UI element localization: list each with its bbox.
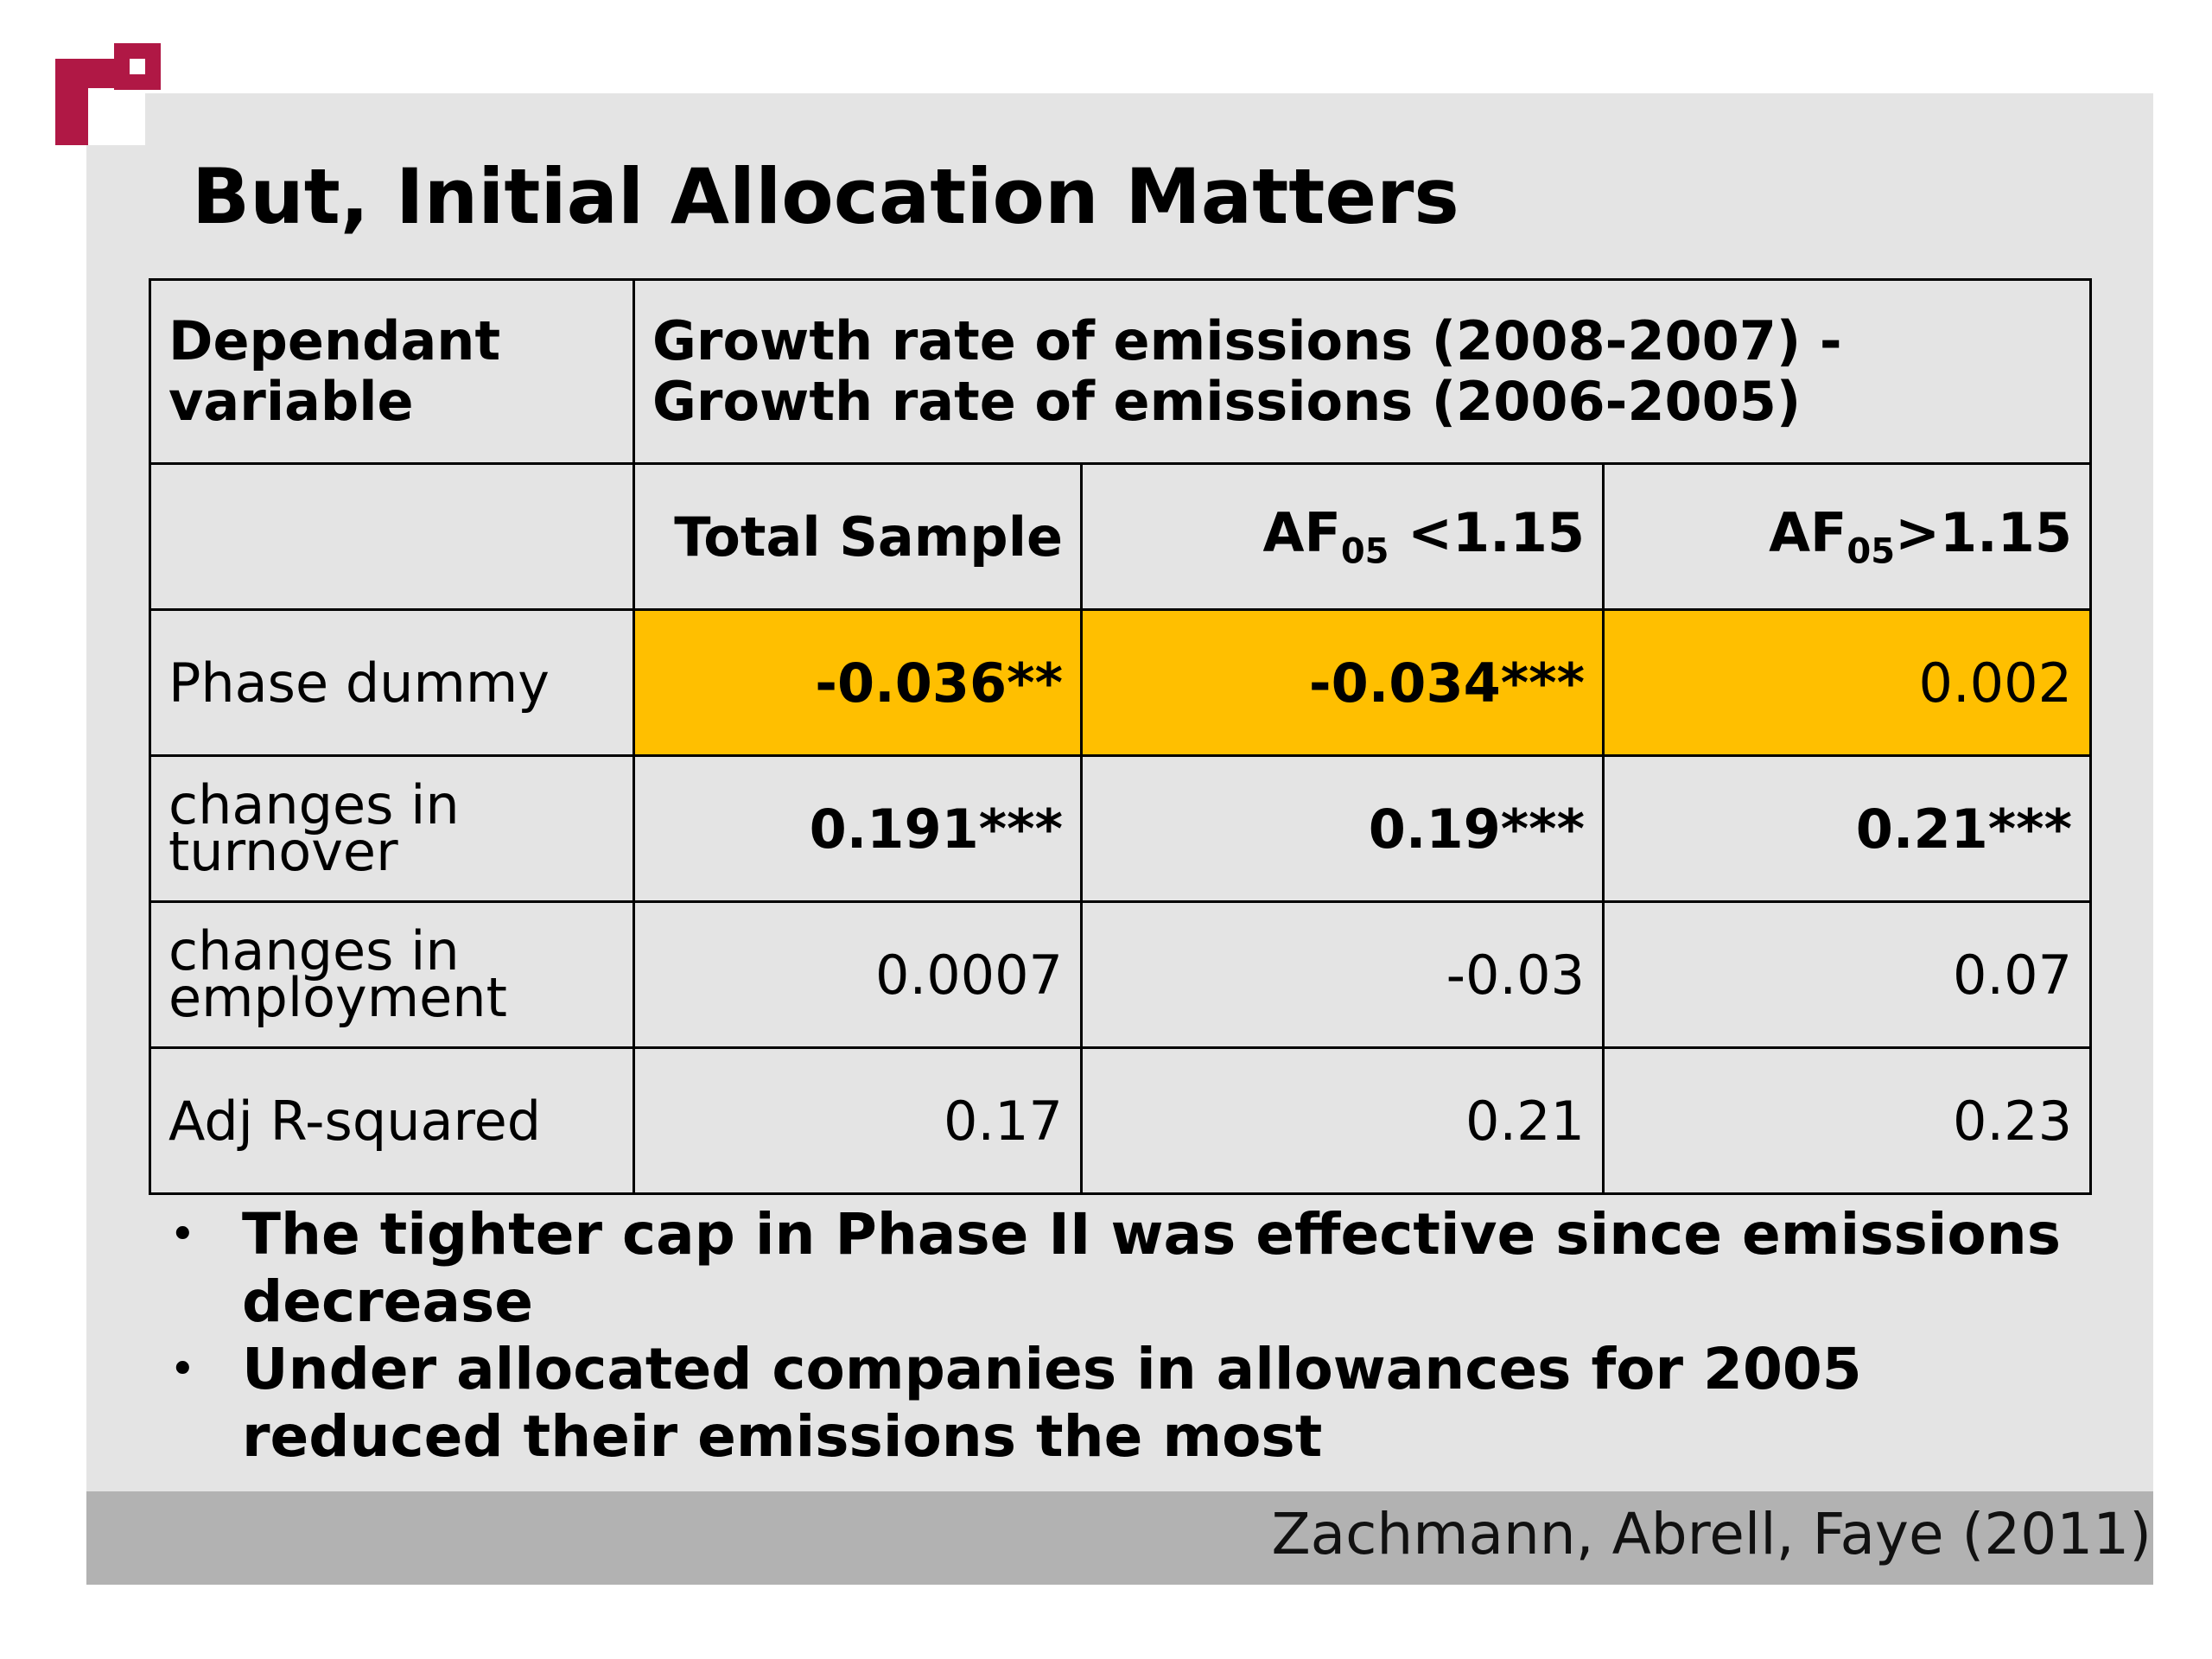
table-cell: 0.21*** [1601, 754, 2093, 903]
table-row: Adj R-squared 0.17 0.21 0.23 [149, 1046, 2093, 1195]
table-cell: -0.034*** [1080, 608, 1605, 757]
table-cell: 0.191*** [632, 754, 1083, 903]
dependent-variable-label: Dependant variable [149, 278, 635, 465]
table-cell: 0.19*** [1080, 754, 1605, 903]
logo [55, 43, 161, 145]
table-row: changes in turnover 0.191*** 0.19*** 0.2… [149, 754, 2093, 903]
table-row: changes in employment 0.0007 -0.03 0.07 [149, 900, 2093, 1049]
table-cell: 0.23 [1601, 1046, 2093, 1195]
column-header-af-below: AF05 <1.15 [1080, 462, 1605, 611]
dependent-variable-line-1: Growth rate of emissions (2008-2007) - [652, 309, 1842, 372]
row-label-employment: changes in employment [149, 900, 635, 1049]
table-cell: 0.21 [1080, 1046, 1605, 1195]
bullet-list: The tighter cap in Phase II was effectiv… [169, 1201, 2070, 1471]
row-label-turnover: changes in turnover [149, 754, 635, 903]
table-cell: 0.07 [1601, 900, 2093, 1049]
table-row: Phase dummy -0.036** -0.034*** 0.002 [149, 608, 2093, 757]
table-cell: -0.036** [632, 608, 1083, 757]
column-header-af-above: AF05>1.15 [1601, 462, 2093, 611]
table-cell: 0.002 [1601, 608, 2093, 757]
row-label-adj-r-squared: Adj R-squared [149, 1046, 635, 1195]
row-label-phase-dummy: Phase dummy [149, 608, 635, 757]
slide-title: But, Initial Allocation Matters [192, 152, 1459, 241]
empty-header-cell [149, 462, 635, 611]
bullet-item: Under allocated companies in allowances … [169, 1336, 2070, 1471]
table-cell: 0.0007 [632, 900, 1083, 1049]
table-cell: -0.03 [1080, 900, 1605, 1049]
regression-table: Dependant variable Growth rate of emissi… [149, 278, 2093, 1195]
dependent-variable-line-2: Growth rate of emissions (2006-2005) [652, 370, 1802, 433]
dependent-variable-value: Growth rate of emissions (2008-2007) - G… [632, 278, 2093, 465]
bullet-item: The tighter cap in Phase II was effectiv… [169, 1201, 2070, 1336]
column-header-total-sample: Total Sample [632, 462, 1083, 611]
citation: Zachmann, Abrell, Faye (2011) [1271, 1501, 2152, 1567]
footer-band [86, 1491, 2153, 1585]
table-cell: 0.17 [632, 1046, 1083, 1195]
table-header-row: Dependant variable Growth rate of emissi… [149, 278, 2093, 465]
column-header-row: Total Sample AF05 <1.15 AF05>1.15 [149, 462, 2093, 611]
